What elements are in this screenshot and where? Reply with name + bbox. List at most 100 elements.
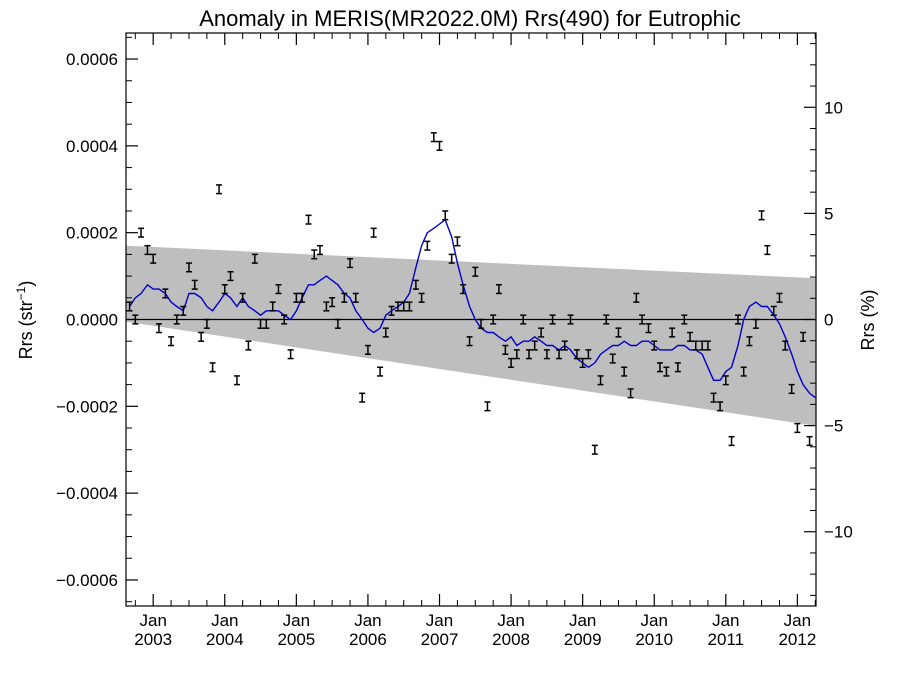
- data-point: [484, 401, 491, 412]
- left-axis: 0.0006 0.0004 0.0002 0.0000 −0.0002 −0.0004 −0…: [56, 36, 138, 603]
- data-point: [334, 318, 341, 329]
- data-point: [627, 388, 634, 399]
- data-point: [377, 366, 384, 377]
- data-point: [227, 271, 234, 282]
- data-point: [126, 301, 133, 312]
- data-point: [436, 140, 443, 151]
- data-point: [495, 284, 502, 295]
- data-point: [245, 340, 252, 351]
- data-point: [603, 314, 610, 325]
- data-point: [758, 210, 765, 221]
- left-tick-label: −0.0002: [56, 397, 118, 416]
- data-point: [454, 236, 461, 247]
- data-point: [770, 305, 777, 316]
- data-point: [185, 262, 192, 273]
- data-point: [329, 297, 336, 308]
- data-point: [531, 340, 538, 351]
- data-point: [138, 227, 145, 238]
- data-point: [448, 253, 455, 264]
- right-axis-label: Rrs (%): [858, 290, 878, 351]
- data-point: [305, 214, 312, 225]
- data-point: [352, 292, 359, 303]
- data-point: [173, 314, 180, 325]
- data-point: [800, 331, 807, 342]
- data-point: [478, 318, 485, 329]
- data-point: [806, 435, 813, 447]
- left-tick-label: 0.0006: [66, 50, 118, 69]
- right-tick-label: 10: [824, 98, 843, 117]
- data-point: [710, 392, 717, 403]
- x-tick-year-label: 2005: [277, 630, 315, 649]
- data-point: [681, 314, 688, 325]
- x-tick-year-label: 2011: [708, 630, 745, 649]
- data-point: [651, 340, 658, 351]
- data-point: [466, 336, 473, 347]
- data-point: [198, 331, 205, 342]
- trend-band: [126, 245, 816, 426]
- x-tick-year-label: 2004: [206, 630, 244, 649]
- running-mean-line: [129, 218, 816, 399]
- data-point: [734, 314, 741, 325]
- data-point: [442, 210, 449, 221]
- data-point: [633, 292, 640, 303]
- data-point: [430, 132, 437, 143]
- x-tick-year-label: 2008: [492, 630, 530, 649]
- data-point: [400, 301, 407, 312]
- data-point: [281, 314, 288, 325]
- data-point: [347, 257, 354, 269]
- data-point: [209, 362, 216, 373]
- data-point: [424, 240, 431, 251]
- x-tick-month-label: Jan: [283, 611, 310, 630]
- data-point: [561, 340, 568, 351]
- data-point: [663, 366, 670, 377]
- data-point: [406, 301, 413, 312]
- data-point: [394, 301, 401, 312]
- data-point: [311, 249, 318, 260]
- data-point: [674, 362, 681, 373]
- x-tick-year-label: 2007: [421, 630, 459, 649]
- data-point: [162, 288, 169, 299]
- data-point: [567, 314, 574, 325]
- data-point: [764, 244, 771, 256]
- data-point: [645, 323, 652, 334]
- data-point: [556, 349, 563, 360]
- data-point: [520, 314, 527, 325]
- left-tick-label: 0.0002: [66, 224, 118, 243]
- x-tick-month-label: Jan: [641, 611, 668, 630]
- x-tick-year-label: 2003: [134, 630, 172, 649]
- data-point: [502, 344, 509, 355]
- data-point: [722, 375, 729, 386]
- data-point: [168, 336, 175, 347]
- data-point: [155, 323, 162, 334]
- data-point: [585, 349, 592, 360]
- data-point: [359, 392, 366, 403]
- x-tick-month-label: Jan: [497, 611, 524, 630]
- data-point: [323, 301, 330, 312]
- chart-title: Anomaly in MERIS(MR2022.0M) Rrs(490) for…: [199, 6, 741, 31]
- data-point: [728, 435, 735, 447]
- x-tick-month-label: Jan: [354, 611, 381, 630]
- data-point: [418, 292, 425, 303]
- data-point: [687, 331, 694, 342]
- data-point: [538, 327, 545, 338]
- x-tick-year-label: 2012: [778, 630, 816, 649]
- data-point: [776, 292, 783, 303]
- data-point: [788, 383, 795, 395]
- data-point: [221, 284, 228, 295]
- data-point: [508, 357, 515, 368]
- data-point: [621, 366, 628, 377]
- data-point: [275, 284, 282, 295]
- data-point: [293, 292, 300, 303]
- data-point: [549, 314, 556, 325]
- x-tick-year-label: 2009: [564, 630, 602, 649]
- data-point: [699, 340, 706, 351]
- data-point: [299, 292, 306, 303]
- data-point: [794, 422, 801, 434]
- data-point: [341, 292, 348, 303]
- data-point: [639, 314, 646, 325]
- data-point: [472, 266, 479, 277]
- left-axis-label: Rrs (str−1): [14, 281, 36, 360]
- right-tick-label: −10: [824, 523, 853, 542]
- x-tick-month-label: Jan: [784, 611, 811, 630]
